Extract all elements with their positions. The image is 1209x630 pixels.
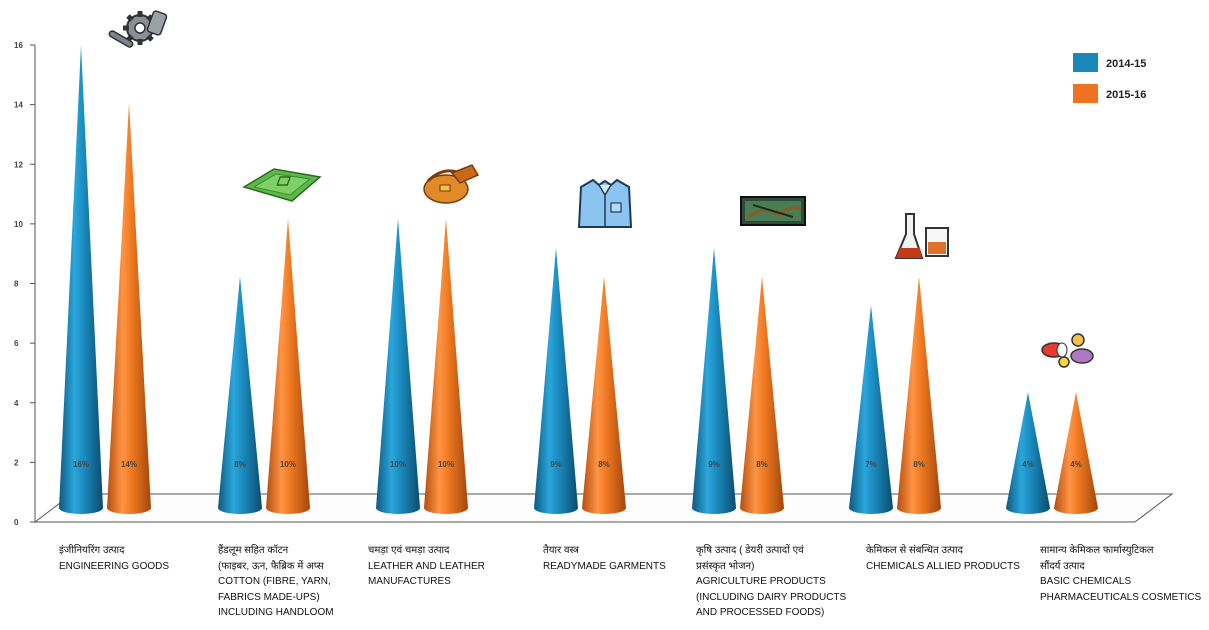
cone-body [534,247,578,514]
cone-body [1054,392,1098,514]
cone-body [897,276,941,514]
value-label: 8% [913,460,925,469]
category-line: READYMADE GARMENTS [543,560,666,572]
agriculture-icon [740,196,806,226]
cone-2014-15-2 [218,276,262,514]
category-line: (INCLUDING DAIRY PRODUCTS [696,591,847,603]
y-tick-label: 2 [14,458,19,467]
value-label: 8% [234,460,246,469]
category-line: AND PROCESSED FOODS) [696,607,825,618]
y-tick-label: 14 [14,101,23,110]
category-line: BASIC CHEMICALS [1040,576,1132,587]
category-hindi: इंजीनियरिंग उत्पाद [59,545,125,556]
category-line: सौंदर्य उत्पाद [1040,560,1085,572]
legend-swatch-2015-16 [1073,84,1098,103]
cone-body [266,218,310,514]
legend: 2014-15 2015-16 [1073,53,1146,103]
pills-icon [1041,333,1094,368]
y-tick-label: 8 [14,280,19,289]
value-label: 4% [1070,460,1082,469]
y-tick-label: 12 [14,160,23,169]
cone-2015-16-4 [582,276,626,514]
value-label: 10% [390,460,406,469]
category-line: (फाइबर, ऊन, फैब्रिक में अप्स [218,560,324,572]
chart-cones [59,45,1098,514]
category-line: MANUFACTURES [368,576,451,587]
value-label: 10% [438,460,454,469]
value-labels: 16% 14% 8% 10% 10% 10% 9% 8% 9% 8% 7% 8% 4% 4% [73,460,1082,469]
value-label: 7% [865,460,877,469]
category-label-5: कृषि उत्पाद ( डेयरी उत्पादों एवं प्रसंस्क… [696,543,868,621]
category-hindi: चमड़ा एवं चमड़ा उत्पाद [368,545,450,556]
value-label: 4% [1022,460,1034,469]
category-line: CHEMICALS ALLIED PRODUCTS [866,560,1020,572]
category-label-2: हैंडलूम सहित कॉटन (फाइबर, ऊन, फैब्रिक में… [218,543,390,621]
value-label: 8% [598,460,610,469]
cone-body [218,276,262,514]
cone-2014-15-4 [534,247,578,514]
cone-2015-16-7 [1054,392,1098,514]
cone-2015-16-1 [107,102,151,514]
leather-bag-icon [423,164,480,204]
cone-body [849,305,893,514]
value-label: 9% [550,460,562,469]
cone-body [107,102,151,514]
shirt-icon [577,178,633,228]
cone-body [692,247,736,514]
y-tick-label: 6 [14,339,19,348]
gears-icon [108,10,168,48]
category-line: PHARMACEUTICALS COSMETICS [1040,591,1202,603]
y-tick-label: 10 [14,220,23,229]
legend-label-2015-16: 2015-16 [1106,89,1146,101]
category-line: FABRICS MADE-UPS) [218,591,320,603]
cone-2014-15-6 [849,305,893,514]
cone-body [740,276,784,514]
category-hindi: कृषि उत्पाद ( डेयरी उत्पादों एवं [696,545,804,556]
flask-icon [894,213,949,259]
cone-body [424,218,468,514]
cone-2015-16-3 [424,218,468,514]
cone-body [582,276,626,514]
value-label: 8% [756,460,768,469]
fabric-icon [242,168,322,202]
category-line: INCLUDING HANDLOOM [218,607,334,618]
cone-2014-15-1 [59,45,103,514]
value-label: 16% [73,460,89,469]
category-hindi: हैंडलूम सहित कॉटन [218,545,289,556]
cone-body [1006,392,1050,514]
category-hindi: केमिकल से संबन्धित उत्पाद [866,545,963,556]
category-line: COTTON (FIBRE, YARN, [218,576,331,587]
y-axis-ticks: 0 2 4 6 8 10 12 14 16 [14,41,35,527]
cone-2014-15-5 [692,247,736,514]
category-line: ENGINEERING GOODS [59,560,170,572]
category-hindi: सामान्य केमिकल फार्मास्युटिकल [1040,545,1154,556]
y-tick-label: 16 [14,41,23,50]
category-line: AGRICULTURE PRODUCTS [696,576,826,587]
legend-label-2014-15: 2014-15 [1106,58,1146,70]
cone-body [59,45,103,514]
y-tick-label: 0 [14,518,19,527]
category-hindi: तैयार वस्त्र [543,545,579,556]
category-label-3: चमड़ा एवं चमड़ा उत्पाद LEATHER AND LEATHE… [368,543,540,590]
value-label: 10% [280,460,296,469]
value-label: 14% [121,460,137,469]
category-line: LEATHER AND LEATHER [368,560,485,572]
legend-swatch-2014-15 [1073,53,1098,72]
cone-2015-16-2 [266,218,310,514]
y-tick-label: 4 [14,399,19,408]
value-label: 9% [708,460,720,469]
category-label-1: इंजीनियरिंग उत्पाद ENGINEERING GOODS [59,543,231,574]
cone-body [376,218,420,514]
category-label-4: तैयार वस्त्र READYMADE GARMENTS [543,543,715,574]
cone-2015-16-5 [740,276,784,514]
cone-2014-15-7 [1006,392,1050,514]
cone-2015-16-6 [897,276,941,514]
category-line: प्रसंस्कृत भोजन) [696,560,755,572]
category-label-6: केमिकल से संबन्धित उत्पाद CHEMICALS ALLIE… [866,543,1038,574]
category-label-7: सामान्य केमिकल फार्मास्युटिकल सौंदर्य उत्… [1040,543,1209,605]
cone-2014-15-3 [376,218,420,514]
